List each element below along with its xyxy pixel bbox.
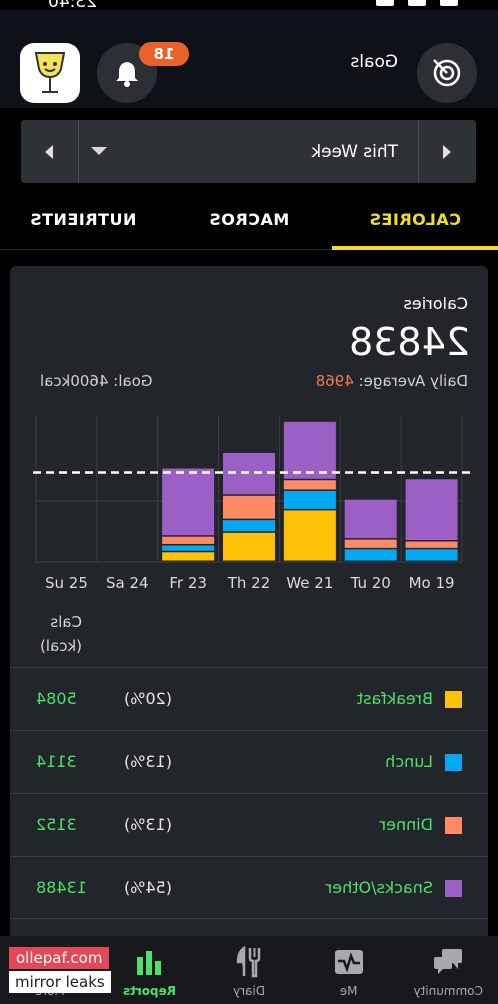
daily-average: Daily Average: 4968 (316, 372, 468, 390)
nav-label: Diary (233, 984, 265, 998)
next-week-button[interactable] (21, 120, 78, 183)
tab-calories[interactable]: CALORIES (332, 190, 498, 249)
reports-icon (132, 945, 166, 979)
status-icons (376, 0, 458, 6)
target-icon (433, 59, 461, 87)
bar-segment-dinner (223, 495, 275, 519)
watermark-line2: mirror leaks (9, 971, 111, 993)
chevron-left-icon (443, 144, 452, 159)
row-cals: 3152 (36, 815, 77, 834)
row-cals: 13488 (36, 878, 87, 897)
row-label: Snacks/Other (325, 878, 433, 897)
bar-segment-lunch (162, 545, 215, 551)
x-tick-label: Mo 19 (409, 574, 455, 592)
bar-segment-snacks-other (283, 421, 336, 479)
prev-week-button[interactable] (419, 120, 476, 183)
dropdown-arrow-icon (91, 147, 107, 155)
table-row-breakfast[interactable]: Breakfast (20%) 5084 (10, 667, 488, 730)
daily-average-value: 4968 (315, 372, 354, 390)
diary-icon (232, 945, 266, 979)
goals-button[interactable] (417, 43, 477, 103)
row-cals: 5084 (36, 689, 77, 708)
watermark-line1: ollepaf.com (9, 947, 110, 969)
dinner-swatch (445, 817, 462, 834)
row-percent: (13%) (123, 815, 172, 834)
tab-nutrients[interactable]: NUTRIENTS (29, 210, 137, 229)
date-range-selector: This Week (21, 120, 476, 183)
bar-segment-lunch (344, 549, 397, 561)
bell-icon (116, 62, 138, 87)
bar-segment-snacks-other (344, 499, 397, 539)
bar-segment-lunch (283, 490, 336, 509)
nav-diary[interactable]: Diary (199, 936, 299, 1004)
x-tick-label: Th 22 (227, 574, 271, 592)
x-tick-label: We 21 (286, 574, 333, 592)
table-row-dinner[interactable]: Dinner (13%) 3152 (10, 793, 488, 856)
calories-bar-chart: Mo 19 Tu 20 We 21 Th 22 Fr 23 Sa 24 Su 25 (32, 416, 470, 592)
row-cals: 3114 (36, 752, 77, 771)
row-label: Dinner (379, 815, 433, 834)
avatar[interactable] (20, 43, 80, 103)
status-bar: 23:40 (0, 0, 498, 12)
x-tick-label: Su 25 (45, 574, 88, 592)
nav-label: Reports (122, 984, 176, 998)
date-range-dropdown[interactable]: This Week (78, 120, 419, 183)
x-tick-label: Fr 23 (169, 574, 207, 592)
report-tabs: CALORIES MACROS NUTRIENTS (0, 190, 498, 250)
breakfast-swatch (445, 691, 462, 708)
notification-badge: 18 (139, 42, 189, 66)
me-icon (332, 945, 366, 979)
goals-label[interactable]: Goals (350, 52, 398, 72)
watermark: ollepaf.com mirror leaks (9, 947, 111, 993)
chevron-right-icon (45, 144, 54, 159)
calories-total: 24838 (349, 320, 470, 364)
daily-average-label: Daily Average: (358, 372, 468, 390)
bar-segment-dinner (162, 536, 215, 544)
bar-segment-breakfast (283, 510, 336, 561)
nav-reports[interactable]: Reports (100, 936, 200, 1004)
notifications-button[interactable] (97, 43, 157, 103)
nav-label: Me (339, 984, 358, 998)
bar-segment-breakfast (162, 552, 215, 561)
bar-segment-lunch (405, 549, 458, 561)
bar-segment-lunch (223, 520, 275, 532)
bar-segment-snacks-other (405, 479, 458, 541)
date-range-label: This Week (311, 141, 398, 162)
nav-me[interactable]: Me (299, 936, 399, 1004)
cals-header-line2: (kcal) (40, 637, 82, 655)
cals-header-line1: Cals (50, 613, 82, 631)
calories-card: Calories 24838 Daily Average: 4968 Goal:… (10, 266, 488, 956)
wine-glass-avatar-icon (34, 52, 66, 93)
calories-title: Calories (403, 294, 468, 313)
lunch-swatch (445, 754, 462, 771)
bar-segment-dinner (283, 480, 336, 490)
community-icon (431, 945, 465, 979)
bar-segment-dinner (344, 539, 397, 548)
table-row-lunch[interactable]: Lunch (13%) 3114 (10, 730, 488, 793)
bar-segment-dinner (405, 541, 458, 548)
nav-label: Community (413, 984, 483, 998)
row-label: Lunch (385, 752, 433, 771)
row-percent: (20%) (123, 689, 172, 708)
cals-column-header: Cals (kcal) (40, 610, 82, 658)
top-bar (0, 10, 498, 108)
battery-icon (376, 0, 394, 6)
bar-segment-snacks-other (162, 468, 215, 536)
nav-community[interactable]: Community (398, 936, 498, 1004)
snacks-swatch (445, 880, 462, 897)
signal-icon (408, 0, 426, 6)
table-row-snacks[interactable]: Snacks/Other (54%) 13488 (10, 856, 488, 919)
x-tick-label: Tu 20 (350, 574, 391, 592)
goal-text: Goal: 4600kcal (40, 372, 153, 390)
x-tick-label: Sa 24 (106, 574, 149, 592)
row-label: Breakfast (356, 689, 433, 708)
bar-segment-breakfast (223, 532, 275, 561)
wifi-icon (440, 0, 458, 6)
tab-macros[interactable]: MACROS (208, 210, 290, 229)
row-percent: (13%) (123, 752, 172, 771)
row-percent: (54%) (123, 878, 172, 897)
